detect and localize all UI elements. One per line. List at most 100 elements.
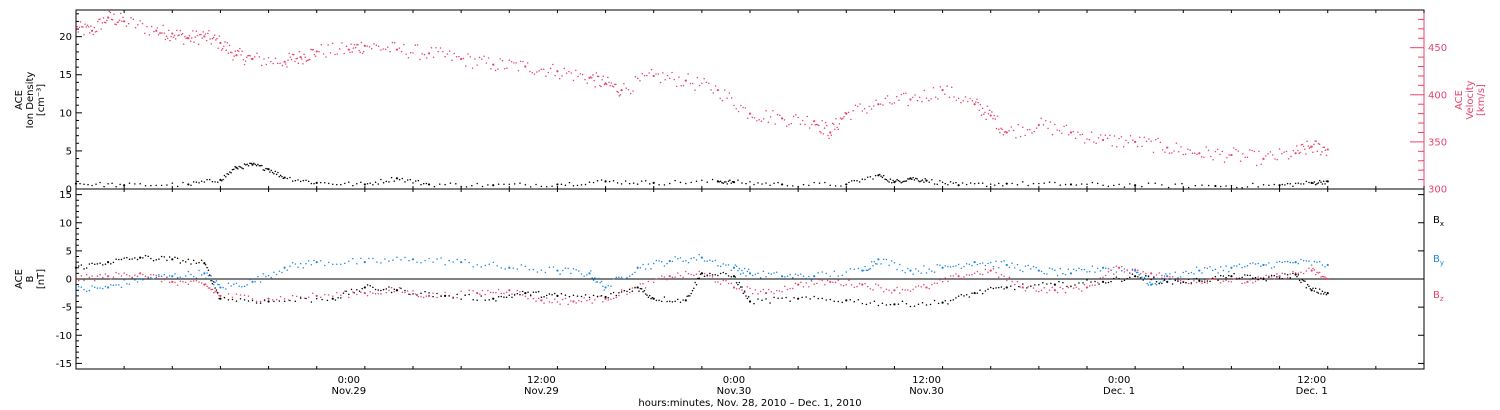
- velocity-sample: [1304, 148, 1306, 150]
- velocity-sample: [611, 85, 614, 87]
- bx-sample: [643, 289, 646, 292]
- density-sample: [340, 183, 342, 186]
- bx-sample: [1174, 279, 1177, 282]
- density-sample: [916, 178, 918, 180]
- density-sample: [928, 181, 930, 183]
- bz-sample: [77, 279, 80, 282]
- bz-sample: [532, 297, 535, 300]
- by-sample: [249, 278, 251, 281]
- bx-sample: [615, 294, 618, 297]
- bx-sample: [650, 297, 652, 300]
- bx-sample: [781, 297, 783, 299]
- bx-sample: [955, 297, 957, 299]
- velocity-sample: [664, 79, 666, 81]
- density-point: [267, 168, 270, 171]
- velocity-sample: [1278, 148, 1281, 150]
- bx-sample: [366, 284, 369, 286]
- velocity-sample: [1056, 129, 1058, 131]
- bz-sample: [190, 280, 192, 282]
- velocity-sample: [1321, 151, 1323, 153]
- velocity-sample: [774, 123, 776, 125]
- bz-sample: [1126, 269, 1128, 271]
- by-sample: [246, 284, 248, 286]
- by-sample: [516, 268, 519, 270]
- velocity-sample: [139, 20, 141, 22]
- bz-sample: [200, 282, 203, 284]
- bx-sample: [484, 299, 486, 301]
- velocity-sample: [561, 75, 563, 77]
- by-sample: [912, 273, 914, 275]
- bz-point: [925, 286, 928, 289]
- bx-sample: [576, 295, 579, 297]
- density-point: [845, 183, 848, 186]
- by-sample: [1062, 272, 1064, 275]
- density-sample: [519, 182, 521, 184]
- by-sample: [206, 272, 208, 274]
- bz-sample: [837, 279, 840, 282]
- bx-sample: [176, 257, 179, 259]
- bx-sample: [215, 289, 218, 291]
- velocity-sample: [373, 43, 375, 45]
- density-sample: [257, 163, 259, 166]
- by-sample: [254, 280, 256, 283]
- bz-sample: [1064, 291, 1067, 294]
- velocity-sample: [1132, 139, 1134, 141]
- velocity-sample: [303, 53, 305, 56]
- density-point: [315, 181, 318, 185]
- bx-sample: [227, 299, 230, 301]
- bx-sample: [825, 299, 827, 301]
- bz-sample: [1056, 291, 1059, 294]
- bz-sample: [1305, 270, 1308, 272]
- density-sample: [231, 168, 234, 171]
- bz-sample: [1300, 271, 1302, 274]
- by-sample: [1014, 267, 1016, 269]
- density-sample: [369, 182, 371, 184]
- velocity-sample: [547, 71, 550, 74]
- bz-sample: [1153, 275, 1155, 278]
- density-sample: [572, 184, 575, 187]
- bz-sample: [1046, 291, 1048, 294]
- velocity-sample: [446, 53, 449, 55]
- by-sample: [797, 274, 799, 276]
- by-sample: [1185, 270, 1187, 273]
- density-sample: [266, 168, 268, 170]
- by-sample: [1278, 260, 1281, 263]
- bx-sample: [187, 258, 190, 260]
- by-sample: [440, 257, 442, 259]
- velocity-sample: [937, 98, 939, 100]
- bz-sample: [468, 289, 470, 292]
- velocity-sample: [393, 42, 396, 44]
- bz-sample: [412, 290, 414, 292]
- bz-sample: [612, 297, 615, 300]
- density-sample: [741, 182, 743, 184]
- bx-sample: [686, 295, 688, 298]
- b-tick-label: -5: [62, 303, 72, 314]
- b-tick-label: 5: [66, 246, 72, 257]
- velocity-sample: [295, 58, 297, 60]
- velocity-sample: [1313, 143, 1315, 146]
- velocity-sample: [127, 22, 130, 25]
- bx-sample: [881, 302, 884, 305]
- by-sample: [273, 271, 275, 274]
- bx-sample: [126, 256, 128, 259]
- bz-sample: [1078, 288, 1080, 290]
- by-sample: [1284, 260, 1286, 263]
- velocity-sample: [1120, 135, 1123, 138]
- density-sample: [853, 179, 856, 182]
- by-sample: [112, 284, 115, 287]
- velocity-sample: [671, 71, 673, 74]
- axis-label-line: B: [25, 275, 36, 282]
- velocity-sample: [84, 23, 86, 25]
- velocity-sample: [387, 46, 389, 48]
- density-sample: [1316, 183, 1318, 185]
- velocity-sample: [586, 82, 588, 84]
- velocity-sample: [161, 32, 163, 34]
- bx-sample: [631, 290, 634, 292]
- velocity-sample: [1316, 150, 1319, 153]
- density-sample: [872, 178, 874, 180]
- density-sample: [323, 181, 326, 184]
- bx-sample: [1182, 281, 1185, 283]
- velocity-sample: [930, 98, 932, 100]
- density-sample: [128, 182, 131, 184]
- velocity-sample: [726, 97, 728, 99]
